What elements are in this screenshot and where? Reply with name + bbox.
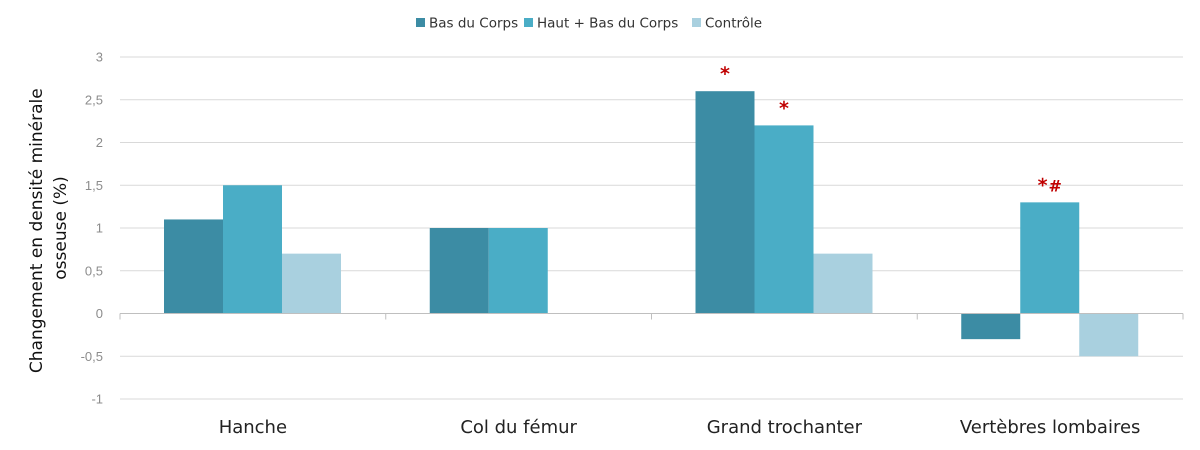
- y-tick-label: 2: [96, 135, 103, 150]
- x-axis: [119, 313, 1184, 320]
- y-axis-label-line-2: osseuse (%): [51, 176, 71, 280]
- legend-swatch: [524, 18, 533, 27]
- bar: [1079, 313, 1139, 357]
- y-axis-ticks: -1 -0,5 0 0,5 1 1,5 2 2,5 3: [81, 50, 103, 407]
- category-label: Col du fémur: [460, 417, 577, 438]
- y-tick-label: 0: [96, 306, 103, 321]
- bar: [282, 253, 341, 314]
- bar: [164, 219, 223, 314]
- category-label: Hanche: [219, 417, 287, 438]
- bar: [223, 185, 282, 314]
- y-tick-label: 0,5: [85, 263, 103, 278]
- y-tick-label: -1: [91, 392, 103, 407]
- y-tick-label: 1,5: [85, 178, 103, 193]
- significance-annotations: * * *#: [720, 63, 1062, 196]
- bar: [429, 228, 489, 314]
- bar: [1020, 202, 1080, 314]
- bar: [695, 91, 755, 314]
- bar: [813, 253, 873, 314]
- legend-item: Bas du Corps: [416, 16, 518, 32]
- significance-marker: *: [720, 63, 730, 85]
- y-axis-label: Changement en densité minérale osseuse (…: [27, 83, 71, 373]
- y-tick-label: 1: [96, 221, 103, 236]
- category-labels: Hanche Col du fémur Grand trochanter Vertèb…: [219, 417, 1141, 438]
- category-label: Vertèbres lombaires: [960, 417, 1141, 438]
- y-tick-label: 3: [96, 50, 103, 65]
- legend-swatch: [416, 18, 425, 27]
- legend: Bas du Corps Haut + Bas du Corps Contrôle: [416, 16, 762, 32]
- legend-label: Haut + Bas du Corps: [537, 16, 678, 32]
- significance-marker: *: [779, 97, 789, 119]
- y-tick-label: 2,5: [85, 92, 103, 107]
- bars: [164, 91, 1139, 357]
- bar: [754, 125, 814, 314]
- bar: [488, 228, 548, 314]
- y-axis-label-line-1: Changement en densité minérale: [27, 88, 47, 373]
- legend-label: Contrôle: [705, 16, 762, 32]
- bar: [961, 313, 1021, 340]
- y-tick-label: -0,5: [81, 349, 103, 364]
- legend-swatch: [692, 18, 701, 27]
- legend-item: Contrôle: [692, 16, 762, 32]
- legend-item: Haut + Bas du Corps: [524, 16, 678, 32]
- significance-marker: *#: [1038, 174, 1062, 196]
- legend-label: Bas du Corps: [429, 16, 518, 32]
- category-label: Grand trochanter: [707, 417, 863, 438]
